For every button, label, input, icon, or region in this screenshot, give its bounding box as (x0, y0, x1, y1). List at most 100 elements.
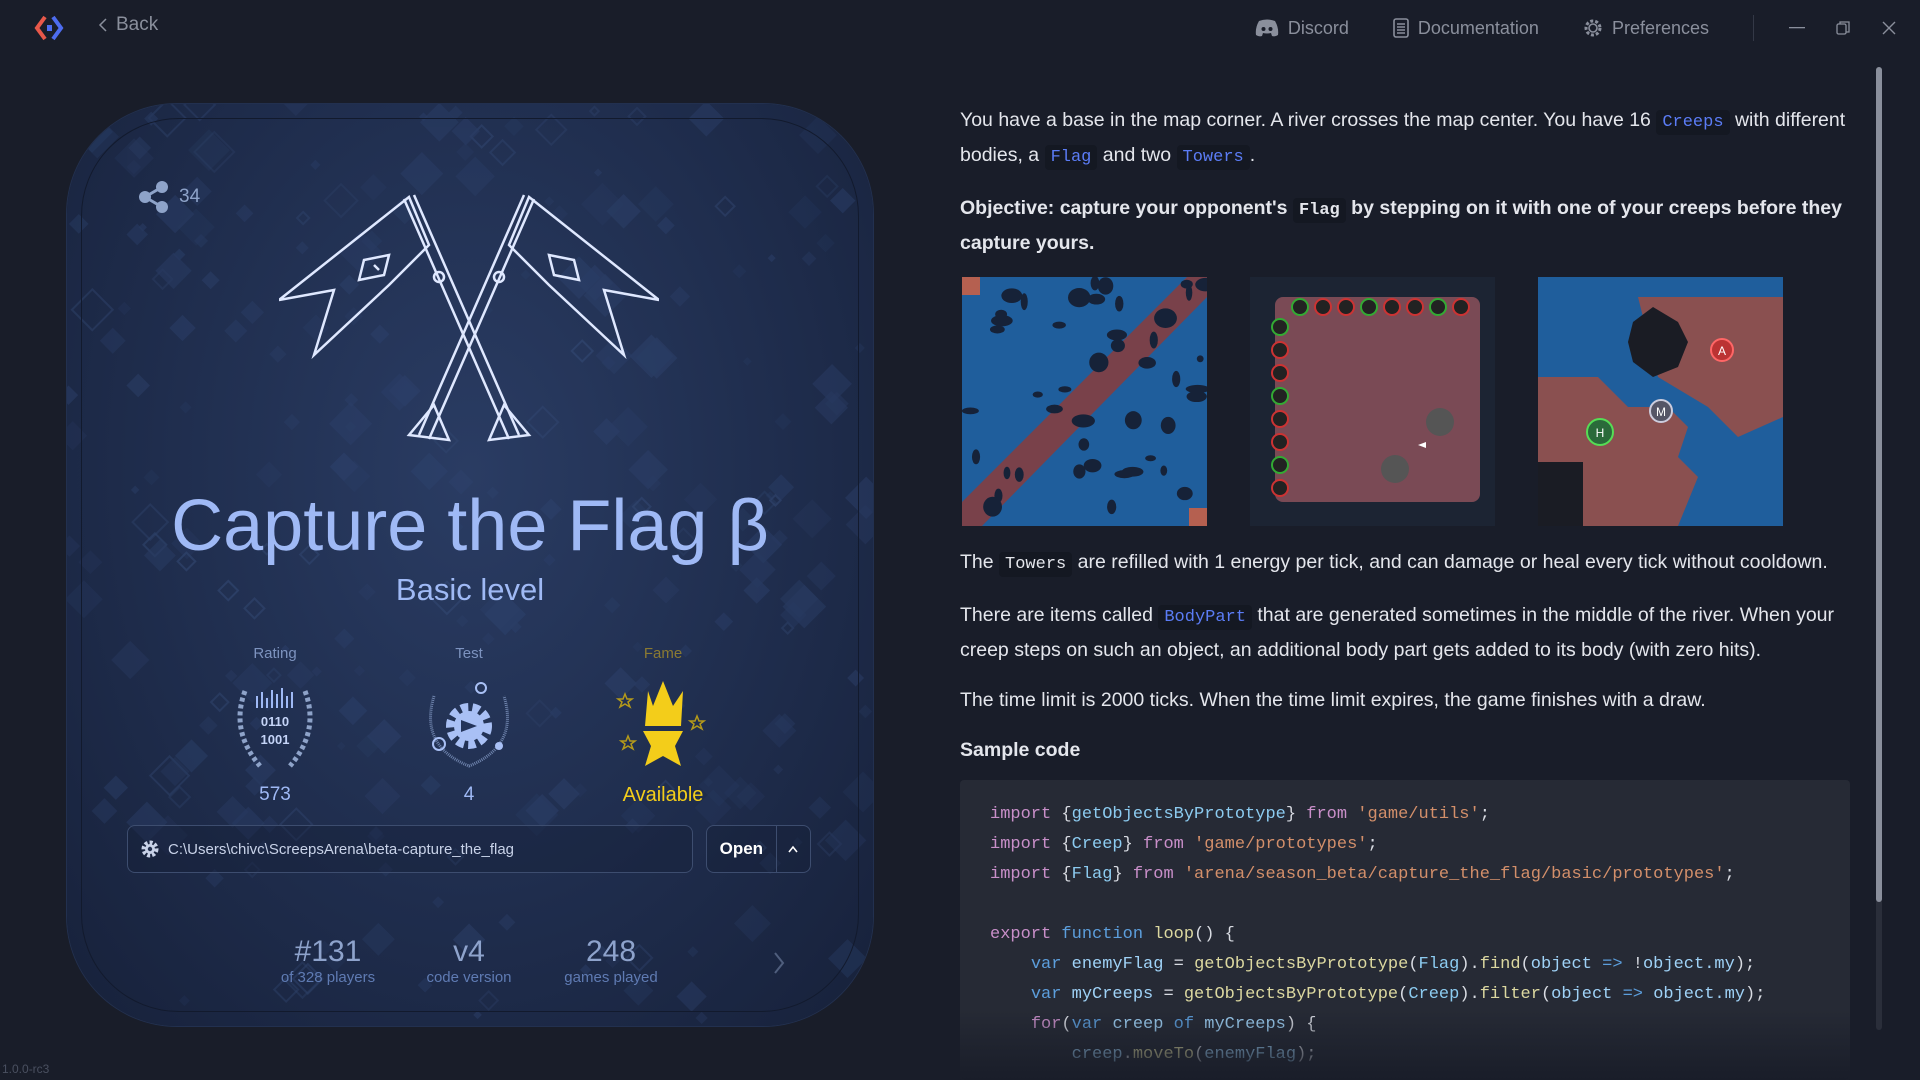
pattern-diamond (265, 667, 282, 684)
game-title: Capture the Flag β (171, 486, 769, 566)
text-span: and two (1097, 144, 1177, 166)
map-rock (1090, 277, 1100, 291)
creep-marker (1271, 456, 1289, 474)
code-token: ! (1632, 955, 1643, 974)
pattern-diamond (771, 529, 788, 547)
pattern-diamond (736, 782, 766, 811)
preferences-link[interactable]: Preferences (1583, 18, 1709, 39)
code-token: object.my (1653, 985, 1746, 1004)
towers-paragraph: The Towers are refilled with 1 energy pe… (960, 546, 1850, 581)
pattern-diamond (605, 953, 620, 969)
pattern-diamond (70, 287, 115, 332)
chevron-up-icon (788, 845, 798, 853)
scrollbar-thumb[interactable] (1876, 67, 1882, 902)
pattern-diamond (824, 391, 849, 416)
code-token: var (1030, 985, 1072, 1004)
inline-code[interactable]: Towers (1176, 145, 1250, 170)
scrollbar[interactable] (1876, 67, 1882, 1030)
next-stats-button[interactable] (772, 950, 786, 983)
share-count[interactable]: 34 (137, 180, 200, 214)
map-rock (1160, 416, 1176, 434)
pattern-diamond (808, 796, 832, 819)
pattern-diamond (217, 579, 240, 602)
rating-stat[interactable]: Rating 0110 1001 573 (195, 645, 355, 806)
pattern-diamond (291, 962, 324, 995)
map-preview-zones[interactable]: A M H (1538, 277, 1783, 526)
sample-code-block[interactable]: import {getObjectsByPrototype} from 'gam… (960, 780, 1850, 1080)
code-token: ; (1367, 835, 1378, 854)
test-stat[interactable]: Test 4 (389, 645, 549, 806)
text-span: by stepping on it with one of your creep… (960, 197, 1842, 254)
code-token: } (1285, 805, 1307, 824)
map-rock (1180, 279, 1193, 289)
rating-icon-text-1: 0110 (261, 714, 289, 729)
pattern-diamond (205, 868, 224, 888)
pattern-diamond (311, 666, 322, 677)
pattern-diamond (488, 138, 517, 167)
pattern-diamond (723, 776, 757, 810)
code-line: var myCreeps = getObjectsByPrototype(Cre… (990, 980, 1820, 1010)
pattern-diamond (298, 543, 321, 566)
pattern-diamond (216, 795, 249, 828)
time-limit-paragraph: The time limit is 2000 ticks. When the t… (960, 684, 1850, 716)
pattern-diamond (272, 976, 300, 1004)
creep-marker (1337, 298, 1355, 316)
discord-link[interactable]: Discord (1255, 18, 1349, 39)
pattern-diamond (356, 734, 380, 758)
fame-stat[interactable]: Fame Available (583, 645, 743, 807)
pattern-diamond (759, 852, 782, 875)
code-token: } (1112, 865, 1133, 884)
pattern-diamond (633, 676, 651, 693)
pattern-diamond (580, 182, 624, 226)
documentation-link[interactable]: Documentation (1393, 18, 1539, 39)
pattern-diamond (509, 620, 522, 634)
map-preview-base[interactable] (1250, 277, 1495, 526)
share-count-value: 34 (179, 186, 201, 207)
code-token (990, 1045, 1072, 1064)
rating-label: Rating (253, 645, 297, 662)
pattern-diamond (593, 168, 603, 177)
open-button[interactable]: Open (719, 839, 764, 858)
pattern-diamond (417, 977, 433, 993)
pattern-diamond (243, 597, 266, 620)
code-token: . (1122, 1045, 1133, 1064)
pattern-diamond (103, 775, 129, 800)
code-token: ( (1540, 985, 1552, 1004)
code-token: for (1030, 1015, 1062, 1034)
close-button[interactable] (1866, 8, 1912, 48)
map-preview-river[interactable] (962, 277, 1207, 526)
pattern-diamond (310, 159, 321, 170)
code-token: => (1591, 955, 1633, 974)
restore-button[interactable] (1820, 8, 1866, 48)
text-span: Objective: capture your opponent's (960, 197, 1293, 219)
pattern-diamond (126, 223, 148, 246)
code-token: { (1051, 865, 1072, 884)
code-token: = (1153, 985, 1184, 1004)
inline-code[interactable]: Creeps (1656, 110, 1730, 135)
pattern-diamond (714, 195, 736, 218)
settings-gear-icon[interactable] (140, 839, 160, 859)
pattern-diamond (732, 264, 747, 279)
minimize-button[interactable] (1774, 8, 1820, 48)
creep-marker (1271, 433, 1289, 451)
pattern-diamond (620, 798, 656, 834)
back-button[interactable]: Back (98, 14, 158, 36)
code-token: object.my (1642, 955, 1735, 974)
map-rock (1107, 499, 1117, 515)
games-played-stat: 248 games played (531, 935, 691, 986)
map-rock (1106, 329, 1128, 341)
inline-code[interactable]: BodyPart (1158, 605, 1252, 630)
objective-paragraph: Objective: capture your opponent's Flag … (960, 192, 1850, 259)
open-options-button[interactable] (775, 826, 810, 872)
map-rock (1073, 464, 1086, 479)
project-path-field[interactable]: C:\Users\chivc\ScreepsArena\beta-capture… (127, 825, 693, 873)
inline-code[interactable]: Flag (1044, 145, 1098, 170)
pattern-diamond (730, 507, 755, 532)
discord-icon (1255, 19, 1279, 37)
pattern-diamond (729, 559, 743, 572)
code-token: find (1479, 955, 1521, 974)
pattern-diamond (67, 421, 88, 451)
code-token: object (1530, 955, 1592, 974)
code-token: from (1143, 835, 1184, 854)
pattern-diamond (608, 406, 648, 447)
